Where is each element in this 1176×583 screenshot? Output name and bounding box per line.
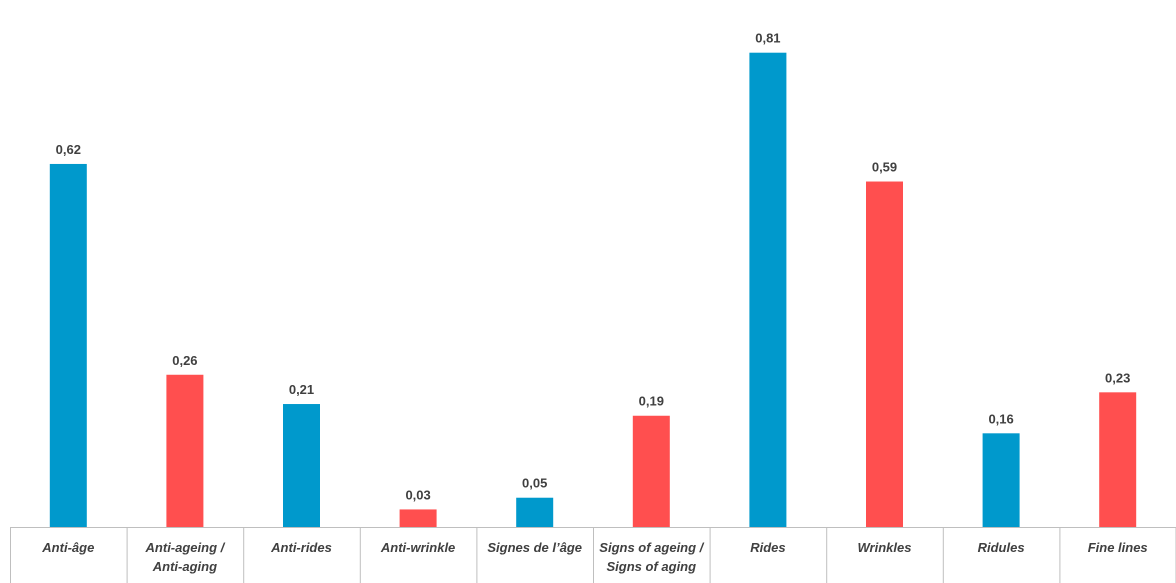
category-labels-group: Anti-âge Anti-ageing / Anti-aging Anti-ride… [41,540,1147,574]
category-label-2: Anti-ageing / Anti-aging [145,540,226,574]
data-label-4: 0,03 [405,487,430,502]
category-label-6: Signs of ageing / Signs of aging [599,540,704,574]
category-label-8: Wrinkles [858,540,912,555]
category-label-5: Signes de l’âge [487,540,582,555]
category-label-4: Anti-wrinkle [380,540,455,555]
category-label-9: Ridules [978,540,1025,555]
category-label-1: Anti-âge [41,540,94,555]
bar-2 [166,374,204,527]
data-label-7: 0,81 [755,31,780,46]
value-labels-group: 0,62 0,26 0,21 0,03 0,05 0,19 0,81 0,59 0,16 0,23 [56,31,1131,503]
bar-5 [516,497,554,527]
data-label-3: 0,21 [289,382,314,397]
bar-6 [632,415,670,527]
data-label-1: 0,62 [56,142,81,157]
data-label-2: 0,26 [172,353,197,368]
bar-10 [1099,392,1137,527]
category-label-7: Rides [750,540,785,555]
bar-1 [49,163,87,527]
data-label-6: 0,19 [639,394,664,409]
bar-8 [866,181,903,527]
bar-3 [283,404,320,527]
data-label-8: 0,59 [872,160,897,175]
bars-group [49,52,1137,527]
data-label-10: 0,23 [1105,370,1130,385]
category-label-3: Anti-rides [270,540,332,555]
data-label-5: 0,05 [522,476,547,491]
data-label-9: 0,16 [988,411,1013,426]
bar-9 [982,433,1020,527]
bar-7 [749,52,787,527]
category-separators [10,527,1176,583]
category-label-10: Fine lines [1088,540,1148,555]
bar-4 [399,509,437,527]
